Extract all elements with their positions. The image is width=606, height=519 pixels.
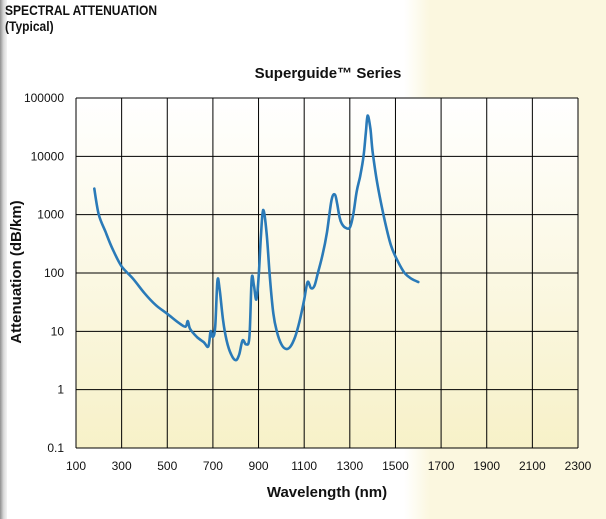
x-tick-label: 1100: [291, 459, 317, 473]
heading-line-2: (Typical): [5, 18, 54, 34]
x-tick-label: 1300: [336, 459, 363, 473]
chart-title: Superguide™ Series: [255, 65, 402, 82]
attenuation-curve: [93, 114, 420, 362]
x-axis-label: Wavelength (nm): [267, 484, 387, 501]
y-tick-label: 0.1: [47, 441, 64, 455]
left-edge-shading: [0, 0, 7, 519]
y-tick-label: 10: [51, 324, 65, 338]
x-tick-label: 2300: [565, 459, 592, 473]
x-tick-label: 300: [112, 459, 132, 473]
x-tick-label: 2100: [519, 459, 546, 473]
x-tick-label: 500: [157, 459, 177, 473]
x-tick-label: 1500: [382, 459, 409, 473]
x-tick-labels: 100 300 500 700 900 1100 1300 1500 1700 1900 2100 2…: [66, 459, 592, 473]
x-tick-label: 900: [249, 459, 269, 473]
y-tick-label: 1000: [37, 208, 64, 222]
y-tick-labels: 0.1 1 10 100 1000 10000 100000: [24, 91, 64, 455]
y-tick-label: 100000: [24, 91, 64, 105]
y-tick-label: 1: [57, 383, 64, 397]
x-tick-label: 1700: [428, 459, 455, 473]
y-tick-label: 100: [44, 266, 64, 280]
y-tick-label: 10000: [31, 149, 65, 163]
y-axis-label: Attenuation (dB/km): [8, 200, 25, 343]
x-tick-label: 700: [203, 459, 223, 473]
x-tick-label: 100: [66, 459, 86, 473]
figure-heading: SPECTRAL ATTENUATION (Typical): [5, 2, 157, 34]
heading-line-1: SPECTRAL ATTENUATION: [5, 2, 158, 18]
x-tick-label: 1900: [473, 459, 500, 473]
